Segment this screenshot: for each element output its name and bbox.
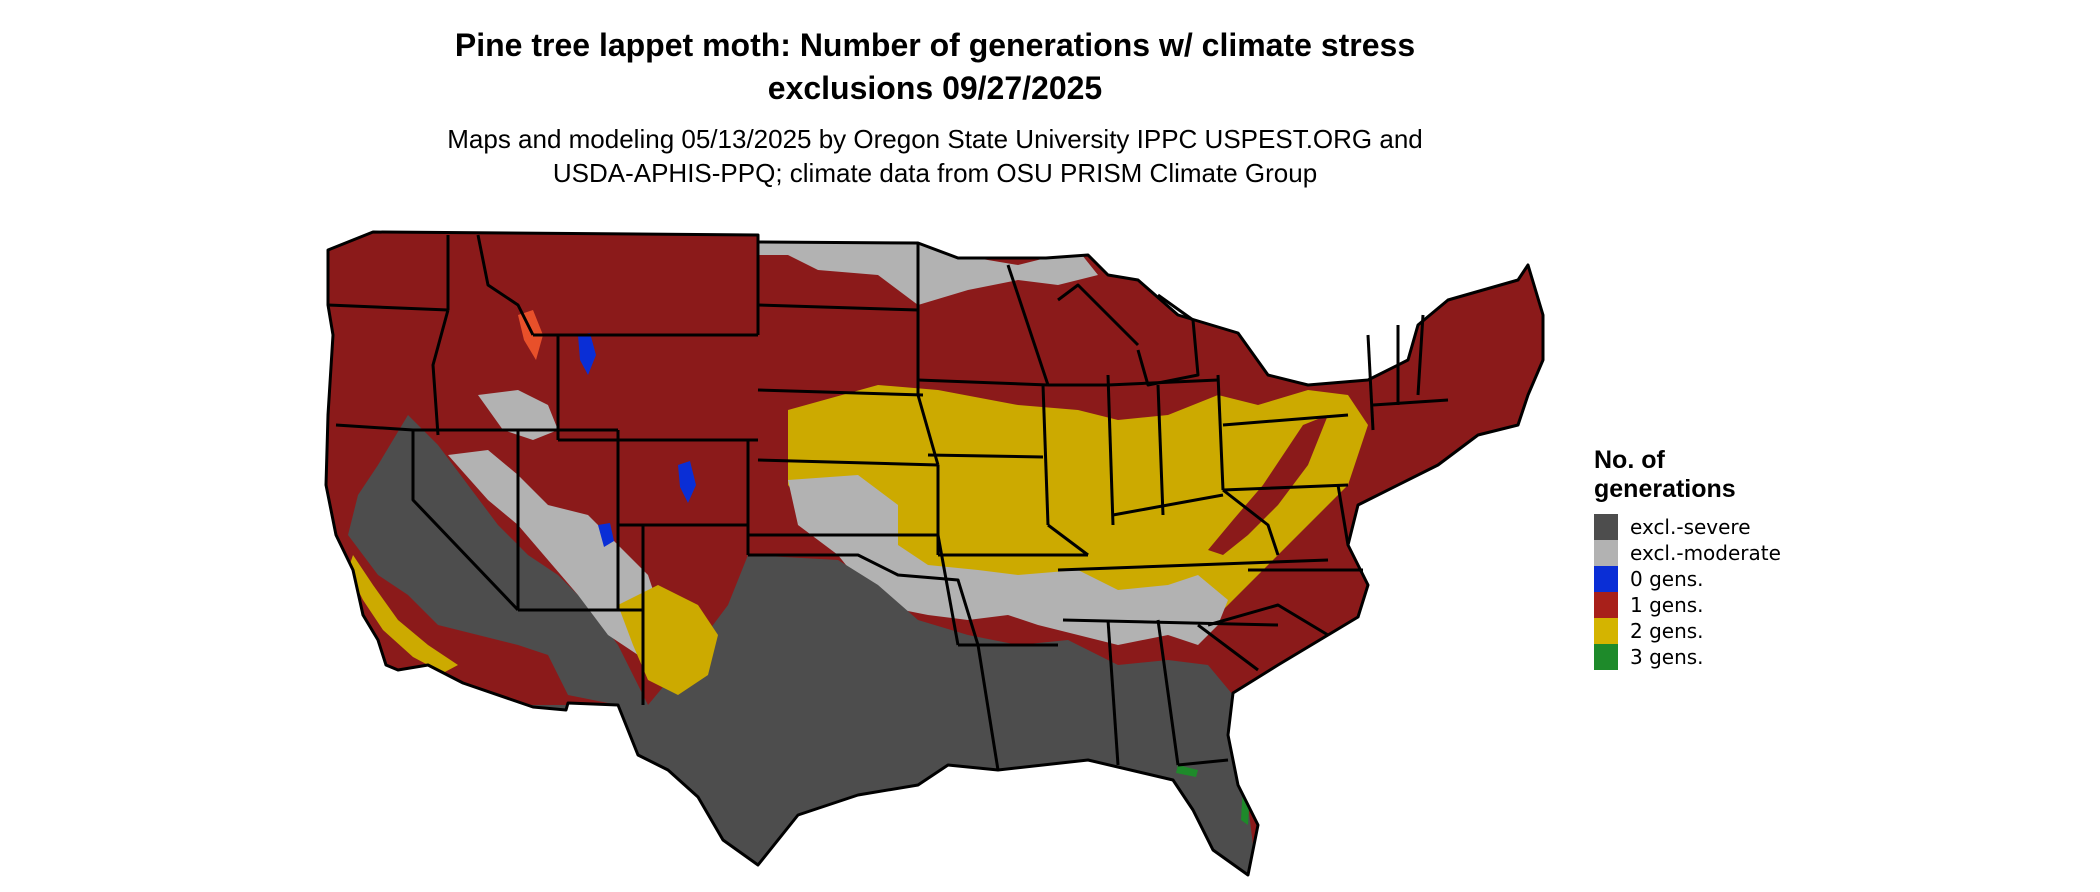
map-title-line1: Pine tree lappet moth: Number of generat… bbox=[454, 27, 1416, 63]
legend-label: 0 gens. bbox=[1630, 567, 1704, 591]
region-3-gens-gulf-coast bbox=[1176, 765, 1198, 777]
border-oh-pa bbox=[1216, 374, 1225, 491]
border-ca-nv bbox=[411, 430, 520, 612]
legend-swatch bbox=[1594, 592, 1618, 618]
legend-swatch bbox=[1594, 644, 1618, 670]
border-ma-ct bbox=[1372, 398, 1449, 407]
region-excl-moderate-great-basin bbox=[478, 390, 558, 440]
border-or-id bbox=[431, 309, 450, 436]
border-wa-or bbox=[327, 303, 449, 312]
legend-swatch bbox=[1594, 514, 1618, 540]
legend-label: excl.-moderate bbox=[1630, 541, 1781, 565]
border-mn-ia bbox=[917, 378, 1049, 387]
border-tx-la bbox=[976, 644, 1000, 771]
legend-item-0-gens: 0 gens. bbox=[1594, 566, 1874, 592]
border-wv-va bbox=[1222, 488, 1280, 556]
map-title: Pine tree lappet moth: Number of generat… bbox=[390, 24, 1480, 110]
legend-swatch bbox=[1594, 540, 1618, 566]
legend-item-3-gens: 3 gens. bbox=[1594, 644, 1874, 670]
border-mo-il-ky bbox=[1047, 523, 1089, 557]
region-orange-patch-idaho bbox=[518, 310, 543, 360]
border-pa-ny bbox=[1222, 413, 1349, 427]
legend-item-excl-severe: excl.-severe bbox=[1594, 514, 1874, 540]
region-0-gens-rockies-2 bbox=[678, 461, 696, 503]
border-or-ca bbox=[335, 423, 414, 432]
region-0-gens-rockies-3 bbox=[598, 523, 614, 547]
region-excl-moderate-southwest bbox=[448, 450, 663, 655]
region-0-gens-rockies-1 bbox=[578, 333, 596, 375]
border-ga-fl bbox=[1177, 758, 1229, 767]
border-ms-al bbox=[1106, 619, 1120, 766]
map-title-line2: exclusions 09/27/2025 bbox=[767, 70, 1103, 106]
border-id-mt bbox=[476, 234, 535, 336]
border-sd-ne bbox=[757, 388, 924, 397]
legend-title: No. of generations bbox=[1594, 446, 1874, 504]
border-ky-oh bbox=[1112, 493, 1224, 517]
border-ia-mo bbox=[927, 453, 1044, 459]
border-pa-md bbox=[1222, 483, 1349, 492]
border-ia-il bbox=[1041, 384, 1050, 526]
border-mi-wi bbox=[1057, 283, 1140, 347]
legend-item-2-gens: 2 gens. bbox=[1594, 618, 1874, 644]
border-ok-tx bbox=[748, 553, 980, 646]
legend-title-line1: No. of bbox=[1594, 446, 1665, 474]
region-2-gens-west-coast bbox=[348, 555, 458, 673]
legend-label: excl.-severe bbox=[1630, 515, 1751, 539]
map-subtitle: Maps and modeling 05/13/2025 by Oregon S… bbox=[390, 122, 1480, 190]
border-tn-ms-al bbox=[1062, 618, 1279, 627]
legend-item-1-gens: 1 gens. bbox=[1594, 592, 1874, 618]
us-generations-map bbox=[324, 230, 1545, 877]
border-md-de bbox=[1336, 484, 1350, 546]
border-ny-vt-ma bbox=[1366, 334, 1375, 431]
legend-label: 3 gens. bbox=[1630, 645, 1704, 669]
legend-label: 2 gens. bbox=[1630, 619, 1704, 643]
border-mi-lower bbox=[1136, 293, 1200, 387]
border-ne-ks bbox=[757, 458, 939, 467]
border-al-ga bbox=[1156, 619, 1180, 766]
legend-item-excl-moderate: excl.-moderate bbox=[1594, 540, 1874, 566]
border-ne-ia bbox=[916, 394, 940, 466]
state-borders bbox=[324, 230, 1545, 877]
border-mn-wi bbox=[1006, 264, 1050, 386]
border-in-oh bbox=[1156, 384, 1165, 516]
border-ga-sc bbox=[1197, 623, 1259, 672]
legend: No. of generations excl.-severe excl.-mo… bbox=[1594, 446, 1874, 670]
region-1-gens-appalachian bbox=[1208, 415, 1328, 555]
map-subtitle-line2: USDA-APHIS-PPQ; climate data from OSU PR… bbox=[552, 158, 1318, 188]
border-nh-me bbox=[1416, 314, 1425, 396]
border-nc-sc bbox=[1207, 603, 1329, 637]
border-il-in bbox=[1106, 374, 1115, 526]
legend-swatch bbox=[1594, 618, 1618, 644]
legend-label: 1 gens. bbox=[1630, 593, 1704, 617]
region-excl-moderate-north-plains bbox=[758, 232, 1098, 305]
legend-title-line2: generations bbox=[1594, 475, 1736, 503]
map-subtitle-line1: Maps and modeling 05/13/2025 by Oregon S… bbox=[447, 124, 1423, 154]
border-ky-tn bbox=[1057, 558, 1329, 572]
border-ok-ar bbox=[936, 534, 960, 646]
region-excl-severe-southwest bbox=[348, 415, 648, 705]
legend-swatch bbox=[1594, 566, 1618, 592]
border-nd-sd bbox=[757, 303, 919, 312]
